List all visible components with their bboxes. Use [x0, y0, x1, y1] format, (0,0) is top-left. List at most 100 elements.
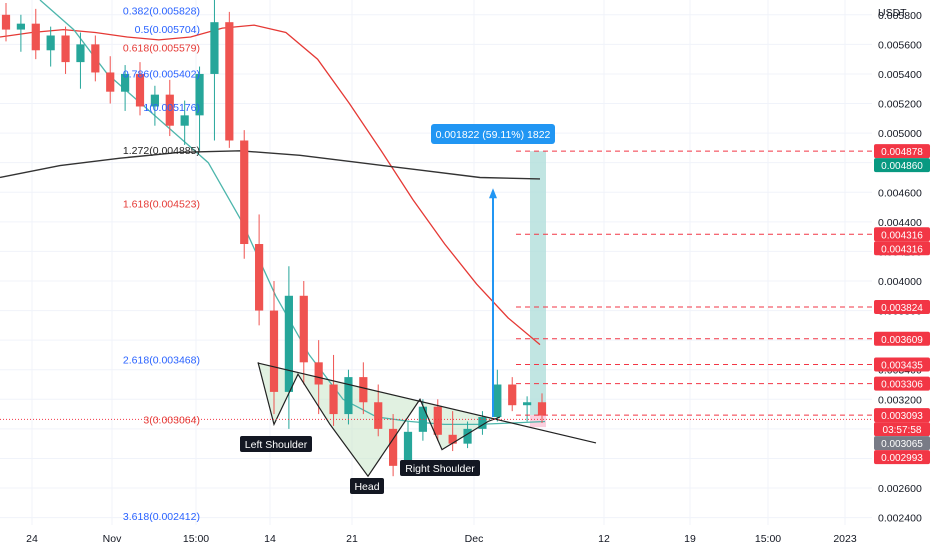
fib-label: 1.618(0.004523) — [123, 199, 200, 211]
price-tick-label: 0.005200 — [878, 99, 922, 111]
price-tag-label: 0.003824 — [881, 303, 923, 314]
fib-label: 2.618(0.003468) — [123, 355, 200, 367]
pattern-labels: Left Shoulder Head Right Shoulder 0.001822 … — [240, 124, 555, 494]
time-tick-label: 19 — [684, 533, 696, 545]
candle-body — [180, 115, 189, 126]
candle-body — [91, 44, 100, 73]
candle-body — [299, 295, 308, 363]
pattern-label: Right Shoulder — [405, 463, 475, 475]
candle-body — [255, 244, 264, 311]
price-tag-label: 0.002993 — [881, 453, 923, 464]
candles — [1, 0, 547, 477]
candle-body — [31, 23, 40, 51]
pattern-label-bg — [240, 436, 312, 452]
candle-body — [403, 431, 413, 466]
pattern-label-bg — [350, 478, 384, 494]
candle-body — [16, 23, 25, 30]
candle-body — [195, 73, 204, 116]
candle-body — [374, 402, 383, 429]
candle-body — [1, 14, 11, 30]
candle-body — [523, 402, 532, 406]
candle-body — [448, 434, 457, 444]
time-tick-label: 24 — [26, 533, 38, 545]
price-tag-label: 03:57:58 — [883, 425, 922, 436]
fib-label: 3(0.003064) — [143, 414, 200, 426]
price-tick-label: 0.004600 — [878, 187, 922, 199]
price-tick-label: 0.005400 — [878, 69, 922, 81]
price-tag-bg — [874, 376, 930, 391]
candle-body — [225, 22, 234, 141]
price-tag-bg — [874, 300, 930, 315]
candle-body — [329, 384, 338, 415]
price-tag-bg — [874, 436, 930, 451]
price-tag-label: 0.003306 — [881, 380, 923, 391]
candle-body — [478, 417, 487, 429]
ma-black-line — [0, 150, 541, 180]
candle-body — [418, 406, 427, 432]
fib-label: 0.382(0.005828) — [123, 6, 200, 18]
time-tick-label: Dec — [465, 533, 484, 545]
price-tag-bg — [874, 227, 930, 242]
currency-label: USDT — [878, 7, 907, 19]
fib-label: 1.272(0.004885) — [123, 145, 200, 157]
candle-body — [210, 22, 219, 74]
measure-arrow — [489, 188, 497, 199]
candle-body — [165, 94, 174, 126]
price-tag-bg — [874, 331, 930, 346]
candle-body — [344, 377, 353, 415]
price-tags: 0.004878 0.004860 0.004316 0.004316 0.003824… — [874, 144, 930, 465]
fib-labels: 0.382(0.005828) 0.5(0.005704) 0.618(0.0055… — [123, 6, 200, 523]
price-tag-label: 0.004316 — [881, 230, 923, 241]
price-tick-label: 0.005800 — [878, 10, 922, 22]
time-tick-label: 21 — [346, 533, 358, 545]
price-tick-label: 0.005600 — [878, 39, 922, 51]
price-tag-label: 0.003609 — [881, 335, 923, 346]
price-tag-label: 0.004878 — [881, 147, 923, 158]
price-tick-label: 0.005000 — [878, 128, 922, 140]
price-tag-label: 0.003435 — [881, 361, 923, 372]
candle-body — [135, 73, 145, 107]
candle-body — [508, 384, 517, 406]
pattern-label: Left Shoulder — [245, 439, 308, 451]
candle-body — [463, 428, 472, 444]
fib-label: 0.618(0.005579) — [123, 42, 200, 54]
candle-body — [76, 44, 85, 63]
candle-body — [389, 428, 398, 466]
price-tag-bg — [874, 357, 930, 372]
pattern-label-bg — [400, 460, 480, 476]
price-tag-bg — [874, 422, 930, 437]
price-tick-label: 0.003200 — [878, 394, 922, 406]
price-tag-bg — [874, 408, 930, 423]
price-tag-label: 0.004860 — [881, 161, 923, 172]
pattern-label: Head — [354, 481, 379, 493]
price-tick-label: 0.004400 — [878, 217, 922, 229]
time-tick-label: Nov — [103, 533, 122, 545]
fib-label: 1(0.005176) — [143, 102, 200, 114]
time-tick-label: 15:00 — [183, 533, 209, 545]
time-tick-label: 2023 — [833, 533, 857, 545]
candle-body — [46, 35, 55, 51]
price-tag-bg — [874, 158, 930, 173]
target-zone — [530, 151, 546, 416]
price-tag-label: 0.003065 — [881, 439, 923, 450]
candle-body — [314, 362, 323, 385]
fib-label: 0.786(0.005402) — [123, 69, 200, 81]
drawings — [0, 150, 872, 478]
price-tick-label: 0.002600 — [878, 483, 922, 495]
price-tag-bg — [874, 450, 930, 465]
candle-body — [359, 377, 368, 403]
pattern-zigzag — [257, 362, 501, 478]
fib-label: 0.5(0.005704) — [135, 24, 200, 36]
time-tick-label: 14 — [264, 533, 276, 545]
time-axis[interactable]: 24 Nov 15:00 14 21 Dec 12 19 15:00 2023 — [0, 525, 872, 550]
candle-body — [269, 310, 279, 392]
fib-label: 3.618(0.002412) — [123, 511, 200, 523]
price-tag-label: 0.003093 — [881, 411, 923, 422]
time-tick-label: 12 — [598, 533, 610, 545]
time-axis-bg — [0, 525, 872, 550]
candle-body — [240, 140, 249, 245]
candle-body — [61, 35, 70, 63]
